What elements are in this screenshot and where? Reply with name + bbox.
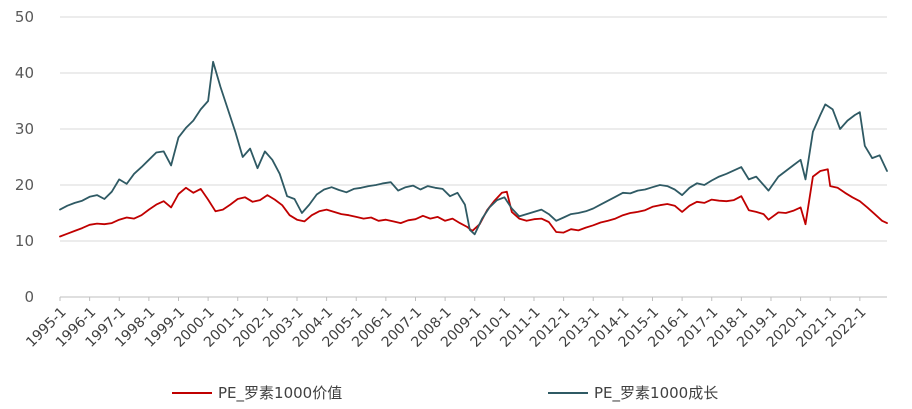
legend-label-growth: PE_罗素1000成长 [594, 384, 718, 403]
y-tick-label-0: 0 [24, 288, 34, 306]
y-axis-ticks: 0 10 20 30 40 50 [15, 8, 34, 306]
grid-lines [60, 16, 887, 298]
x-axis-ticks: 1995-11996-11997-11998-11999-12000-12001… [23, 297, 869, 351]
y-tick-label-20: 20 [15, 176, 34, 194]
series-line-value [59, 168, 888, 238]
y-tick-label-50: 50 [15, 8, 34, 26]
legend-label-value: PE_罗素1000价值 [218, 384, 342, 403]
y-tick-label-30: 30 [15, 120, 34, 138]
legend: PE_罗素1000价值 PE_罗素1000成长 [172, 384, 718, 403]
series-lines [59, 60, 888, 238]
series-line-growth [59, 60, 888, 236]
y-tick-label-10: 10 [15, 232, 34, 250]
y-tick-label-40: 40 [15, 64, 34, 82]
